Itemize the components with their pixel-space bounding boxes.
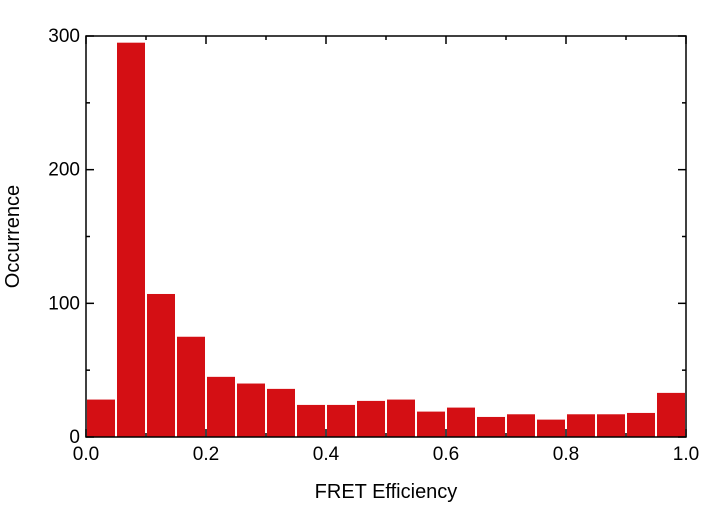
histogram-bar: [357, 400, 385, 437]
histogram-bar: [387, 399, 415, 437]
histogram-bar: [537, 419, 565, 437]
tick-labels-layer: 0.0 0.2 0.4 0.6 0.8 1.0 0 100 200 300: [48, 26, 699, 465]
histogram-bar: [477, 416, 505, 437]
x-tick-label: 1.0: [673, 444, 699, 465]
histogram-bar: [117, 42, 145, 438]
histogram-bar: [177, 336, 205, 437]
histogram-bar: [417, 411, 445, 437]
x-tick-label: 0.6: [433, 444, 459, 465]
plot-frame: [85, 35, 687, 438]
histogram-bar: [657, 392, 685, 437]
histogram-bar: [207, 376, 235, 437]
histogram-bar: [327, 404, 355, 437]
histogram-bar: [567, 414, 595, 437]
histogram-bar: [297, 404, 325, 437]
y-tick-label: 300: [48, 26, 80, 47]
ticks-layer: [85, 35, 687, 438]
histogram-bar: [237, 383, 265, 437]
histogram-bar: [267, 388, 295, 437]
histogram-bar: [447, 407, 475, 437]
x-tick-label: 0.2: [193, 444, 219, 465]
histogram-bar: [627, 412, 655, 437]
histogram-bar: [507, 414, 535, 437]
y-axis-title: Occurrence: [2, 185, 24, 288]
bars-layer: [87, 42, 685, 438]
histogram-bar: [87, 399, 115, 437]
x-axis-title: FRET Efficiency: [315, 481, 458, 503]
x-tick-label: 0.0: [73, 444, 99, 465]
y-tick-label: 0: [69, 427, 80, 448]
histogram-bar: [147, 293, 175, 437]
y-tick-label: 200: [48, 160, 80, 181]
x-tick-label: 0.4: [313, 444, 340, 465]
x-tick-label: 0.8: [553, 444, 579, 465]
histogram-bar: [597, 414, 625, 437]
y-tick-label: 100: [48, 293, 80, 314]
